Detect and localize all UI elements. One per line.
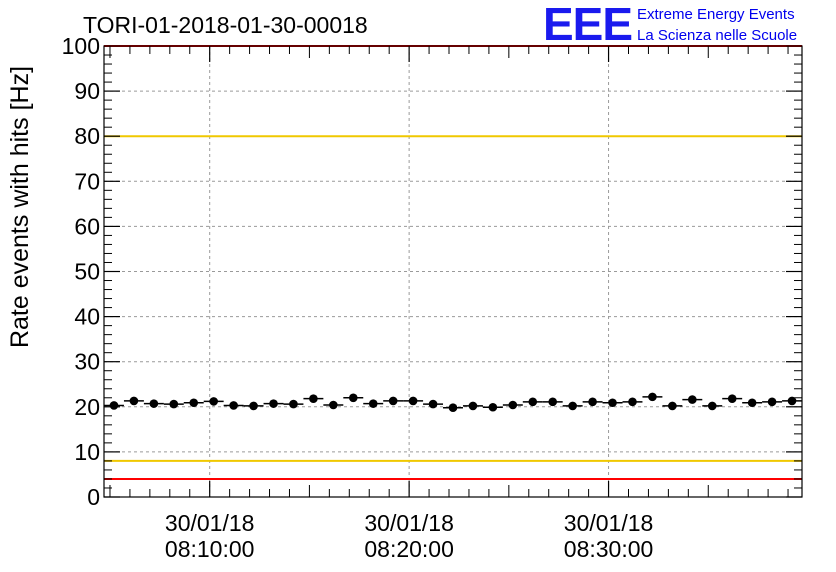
data-point xyxy=(348,393,358,403)
data-point xyxy=(548,397,558,407)
x-tick-labels: 30/01/1808:10:0030/01/1808:20:0030/01/18… xyxy=(165,510,653,562)
data-point xyxy=(109,401,119,410)
data-point xyxy=(688,395,697,404)
x-tick-time: 08:20:00 xyxy=(364,536,454,562)
data-point xyxy=(588,397,597,407)
y-tick-label: 0 xyxy=(87,484,100,510)
data-point xyxy=(428,399,438,409)
data-point xyxy=(787,396,797,406)
data-point xyxy=(149,399,159,408)
eee-logo-line2: La Scienza nelle Scuole xyxy=(637,27,797,44)
data-point xyxy=(209,397,218,406)
y-tick-label: 20 xyxy=(74,394,100,420)
data-point xyxy=(329,400,338,410)
grid-lines xyxy=(104,46,802,497)
data-point xyxy=(289,399,298,409)
data-point xyxy=(747,398,757,408)
data-point xyxy=(388,396,398,406)
y-tick-label: 40 xyxy=(74,304,100,330)
y-axis-label: Rate events with hits [Hz] xyxy=(6,66,34,348)
data-point xyxy=(448,403,458,413)
data-point xyxy=(229,401,238,410)
x-tick-date: 30/01/18 xyxy=(364,510,454,536)
x-tick-date: 30/01/18 xyxy=(165,510,255,536)
x-tick-date: 30/01/18 xyxy=(564,510,654,536)
data-point xyxy=(707,401,717,411)
data-point xyxy=(767,397,777,407)
y-tick-label: 30 xyxy=(74,349,100,375)
data-point xyxy=(408,396,418,406)
data-point xyxy=(368,399,378,408)
y-tick-label: 80 xyxy=(74,123,100,149)
eee-logo: EEE Extreme Energy Events La Scienza nel… xyxy=(543,0,797,50)
data-point xyxy=(648,392,657,402)
eee-logo-mark: EEE xyxy=(543,0,632,50)
data-point xyxy=(668,401,677,411)
data-point xyxy=(608,398,617,408)
reference-lines xyxy=(104,45,802,480)
data-point xyxy=(269,399,278,408)
data-point xyxy=(628,397,637,407)
data-point xyxy=(169,399,179,409)
y-tick-labels: 0 10 20 30 40 50 60 70 80 90 100 xyxy=(62,33,100,510)
eee-logo-line1: Extreme Energy Events xyxy=(637,6,795,23)
data-points xyxy=(104,392,802,413)
data-point xyxy=(568,401,577,411)
data-point xyxy=(249,401,258,411)
y-tick-label: 60 xyxy=(74,213,100,239)
y-tick-label: 70 xyxy=(74,168,100,194)
data-point xyxy=(727,394,737,403)
data-point xyxy=(488,402,498,412)
y-tick-label: 50 xyxy=(74,259,100,285)
data-point xyxy=(309,394,318,403)
x-tick-time: 08:30:00 xyxy=(564,536,654,562)
data-point xyxy=(189,398,199,408)
x-tick-time: 08:10:00 xyxy=(165,536,255,562)
data-point xyxy=(508,400,518,410)
y-tick-label: 90 xyxy=(74,78,100,104)
axis-ticks xyxy=(104,45,802,498)
chart-title: TORI-01-2018-01-30-00018 xyxy=(83,12,368,38)
data-point xyxy=(129,396,139,406)
data-point xyxy=(468,401,478,411)
data-point xyxy=(528,397,538,407)
y-tick-label: 100 xyxy=(62,33,100,59)
y-tick-label: 10 xyxy=(74,439,100,465)
